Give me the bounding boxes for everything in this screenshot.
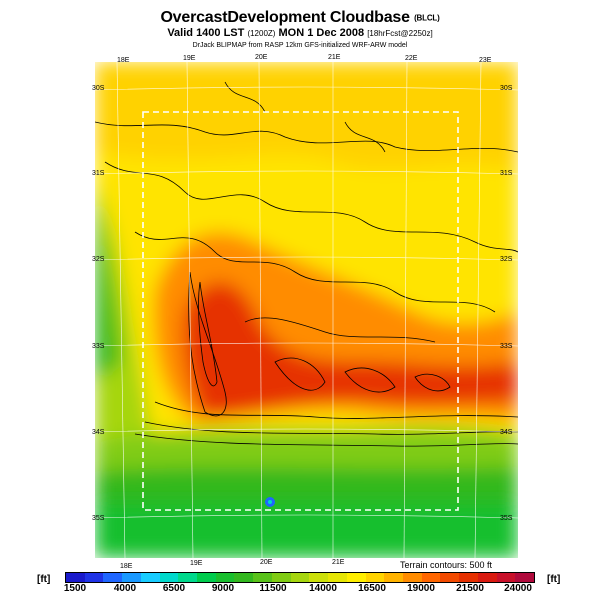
colorbar-tick: 9000 (211, 583, 235, 594)
lat-right-label: 35S (500, 515, 513, 522)
colorbar-tick: 4000 (113, 583, 137, 594)
colorbar (65, 572, 535, 583)
colorbar-tick: 19000 (407, 583, 435, 594)
colorbar-swatch (328, 573, 347, 582)
colorbar-swatch (122, 573, 141, 582)
colorbar-swatch (365, 573, 385, 582)
colorbar-swatch (402, 573, 422, 582)
domain-boundary (142, 111, 459, 511)
colorbar-swatch (384, 573, 403, 582)
lat-left-label: 31S (92, 170, 105, 177)
colorbar-swatch (178, 573, 198, 582)
lat-right-label: 33S (500, 343, 513, 350)
lon-bottom-label: 20E (260, 559, 273, 566)
colorbar-swatch (234, 573, 254, 582)
colorbar-swatch (290, 573, 310, 582)
colorbar-swatch (103, 573, 123, 582)
colorbar-swatch (159, 573, 179, 582)
lon-bottom-label: 19E (190, 560, 203, 567)
colorbar-tick: 11500 (259, 583, 287, 594)
colorbar-tick: 16500 (358, 583, 386, 594)
chart-subtitle: Valid 1400 LST (1200Z) MON 1 Dec 2008 [1… (167, 27, 433, 39)
lat-left-label: 32S (92, 256, 105, 263)
colorbar-swatch (421, 573, 441, 582)
colorbar-tick: 14000 (309, 583, 337, 594)
model-credit: DrJack BLIPMAP from RASP 12km GFS-initia… (192, 42, 408, 49)
colorbar-swatch (440, 573, 460, 582)
colorbar-swatch (477, 573, 497, 582)
chart-title: OvercastDevelopment Cloudbase (BLCL) (160, 9, 440, 26)
colorbar-swatch (66, 573, 85, 582)
lon-top-label: 20E (255, 54, 268, 61)
colorbar-swatch (271, 573, 291, 582)
lat-right-label: 32S (500, 256, 513, 263)
map-background (95, 62, 518, 558)
colorbar-tick: 6500 (162, 583, 186, 594)
colorbar-swatch (459, 573, 478, 582)
colorbar-swatch (515, 573, 534, 582)
lat-left-label: 30S (92, 85, 105, 92)
terrain-contours (95, 81, 518, 447)
colorbar-swatch (496, 573, 516, 582)
lon-bottom-label: 21E (332, 559, 345, 566)
lon-top-label: 22E (405, 55, 418, 62)
lat-left-label: 34S (92, 429, 105, 436)
terrain-contour-note: Terrain contours: 500 ft (400, 560, 493, 570)
lat-left-label: 33S (92, 343, 105, 350)
lon-top-label: 18E (117, 57, 130, 64)
lat-right-label: 34S (500, 429, 513, 436)
colorbar-swatch (84, 573, 104, 582)
lon-top-label: 23E (479, 57, 492, 64)
colorbar-unit-left: [ft] (37, 574, 51, 585)
lon-top-label: 21E (328, 54, 341, 61)
colorbar-swatch (346, 573, 366, 582)
colorbar-tick: 1500 (63, 583, 87, 594)
lon-bottom-label: 18E (120, 563, 133, 570)
colorbar-swatch (140, 573, 160, 582)
lat-right-label: 31S (500, 170, 513, 177)
colorbar-unit-right: [ft] (547, 574, 561, 585)
lat-left-label: 35S (92, 515, 105, 522)
colorbar-tick: 24000 (504, 583, 532, 594)
colorbar-swatch (309, 573, 329, 582)
lon-top-label: 19E (183, 55, 196, 62)
blue-point-marker (265, 497, 275, 507)
colorbar-tick: 21500 (456, 583, 484, 594)
colorbar-swatch (197, 573, 216, 582)
cloudbase-map (95, 62, 518, 558)
colorbar-swatch (215, 573, 235, 582)
colorbar-swatch (253, 573, 272, 582)
lat-right-label: 30S (500, 85, 513, 92)
